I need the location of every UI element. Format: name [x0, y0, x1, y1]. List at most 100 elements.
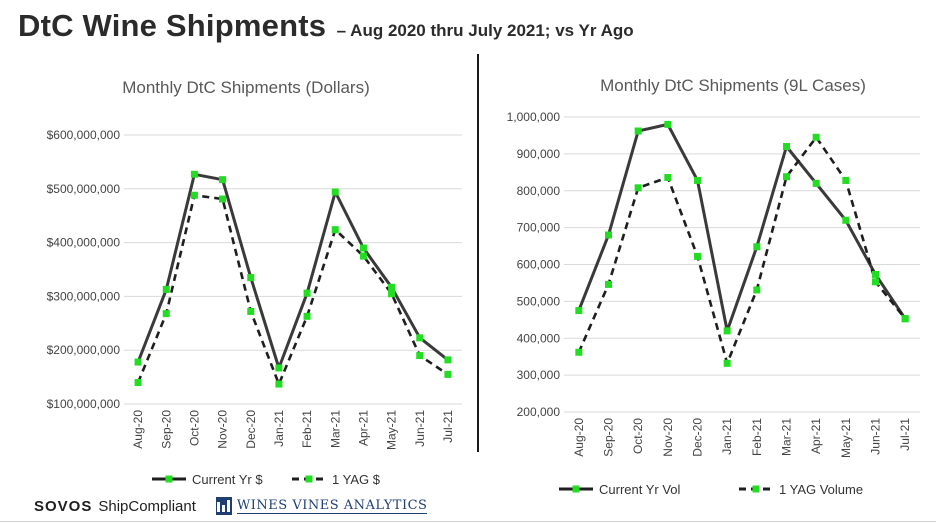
x-tick-label: Apr-21: [356, 410, 370, 446]
slide-subtitle: – Aug 2020 thru July 2021; vs Yr Ago: [336, 21, 634, 40]
data-point-current-year: [275, 364, 283, 372]
x-tick-label: Jul-21: [898, 418, 912, 451]
chart-dollars: Monthly DtC Shipments (Dollars) $100,000,…: [47, 78, 462, 487]
data-point-current-year: [388, 283, 396, 291]
data-point-current-year: [190, 170, 198, 178]
data-point-prior-year: [162, 310, 170, 318]
data-point-prior-year: [694, 252, 701, 260]
slide-title: DtC Wine Shipments: [18, 8, 327, 43]
data-point-prior-year: [723, 359, 731, 367]
data-point-current-year: [359, 244, 367, 252]
y-tick-label: 900,000: [517, 147, 561, 161]
data-point-prior-year: [664, 173, 672, 181]
data-point-prior-year: [331, 226, 339, 234]
x-tick-label: Jul-21: [441, 410, 455, 443]
y-tick-label: 700,000: [517, 221, 561, 235]
data-point-prior-year: [634, 184, 642, 192]
x-tick-label: May-21: [839, 418, 853, 458]
x-tick-label: Feb-21: [300, 410, 314, 448]
data-point-prior-year: [359, 252, 367, 260]
x-tick-label: Jun-21: [413, 410, 427, 447]
x-tick-label: Oct-20: [187, 410, 201, 446]
data-point-prior-year: [388, 290, 396, 298]
x-tick-label: Apr-21: [809, 418, 823, 454]
series-line-prior-year: [577, 136, 907, 365]
x-tick-label: Mar-21: [328, 410, 342, 448]
chart-title: Monthly DtC Shipments (9L Cases): [600, 76, 866, 95]
data-point-current-year: [331, 188, 339, 196]
y-tick-label: 1,000,000: [507, 110, 561, 124]
x-tick-label: Jan-21: [272, 410, 286, 447]
data-point-current-year: [753, 243, 761, 251]
y-tick-label: $600,000,000: [47, 128, 121, 142]
slide-header: DtC Wine Shipments – Aug 2020 thru July …: [18, 8, 634, 44]
x-tick-label: Feb-21: [750, 418, 764, 456]
data-point-prior-year: [605, 280, 612, 288]
x-tick-label: May-21: [385, 410, 399, 450]
data-point-prior-year: [247, 307, 255, 315]
y-tick-label: $100,000,000: [47, 397, 121, 411]
data-point-prior-year: [416, 352, 424, 360]
sovos-logo: SOVOS: [34, 497, 93, 515]
legend-label: 1 YAG $: [332, 472, 381, 487]
data-point-current-year: [219, 176, 227, 184]
data-point-current-year: [723, 327, 731, 335]
legend-marker: [752, 485, 760, 493]
shipcompliant-logo: ShipCompliant: [98, 497, 196, 515]
footer-rule: [0, 521, 936, 522]
x-tick-label: Sep-20: [159, 410, 173, 449]
data-point-prior-year: [812, 133, 820, 141]
data-point-current-year: [783, 143, 790, 150]
x-tick-label: Jan-21: [720, 418, 734, 455]
data-point-current-year: [247, 274, 255, 282]
y-tick-label: $200,000,000: [47, 343, 121, 357]
data-point-prior-year: [190, 191, 198, 199]
data-point-current-year: [444, 356, 452, 364]
data-point-current-year: [664, 120, 672, 128]
y-tick-label: 600,000: [517, 258, 561, 272]
legend-label: Current Yr Vol: [599, 482, 681, 497]
data-point-prior-year: [303, 312, 311, 320]
x-tick-label: Nov-20: [216, 410, 230, 449]
data-point-current-year: [812, 179, 820, 187]
legend-marker: [572, 485, 580, 493]
data-point-prior-year: [842, 176, 850, 184]
data-point-prior-year: [134, 378, 142, 386]
chart-title: Monthly DtC Shipments (Dollars): [122, 78, 370, 97]
legend-label: Current Yr $: [192, 472, 263, 487]
data-point-prior-year: [872, 278, 879, 286]
x-tick-label: Mar-21: [780, 418, 794, 456]
x-tick-label: Dec-20: [244, 410, 258, 449]
data-point-current-year: [634, 127, 642, 135]
data-point-prior-year: [901, 315, 909, 323]
legend-marker: [305, 475, 313, 483]
data-point-prior-year: [783, 173, 790, 181]
wines-vines-analytics-logo: WINES VINES ANALYTICS: [236, 498, 428, 514]
x-tick-label: Jun-21: [869, 418, 883, 455]
x-tick-label: Sep-20: [602, 418, 616, 457]
data-point-current-year: [162, 285, 170, 293]
data-point-current-year: [872, 270, 879, 278]
y-tick-label: $300,000,000: [47, 289, 121, 303]
footer-logos: SOVOS ShipCompliant WINES VINES ANALYTIC…: [34, 494, 428, 518]
data-point-current-year: [416, 334, 424, 342]
x-tick-label: Nov-20: [661, 418, 675, 457]
y-tick-label: 400,000: [517, 331, 561, 345]
data-point-current-year: [842, 216, 850, 224]
wines-vines-logo-icon: [215, 497, 232, 515]
data-point-current-year: [575, 307, 583, 315]
x-tick-label: Aug-20: [131, 410, 145, 449]
data-point-current-year: [303, 289, 311, 297]
y-tick-label: $400,000,000: [47, 236, 121, 250]
y-tick-label: 500,000: [517, 294, 561, 308]
y-tick-label: 800,000: [517, 184, 561, 198]
data-point-current-year: [605, 231, 612, 239]
data-point-prior-year: [219, 195, 227, 203]
y-tick-label: 200,000: [517, 405, 561, 419]
data-point-current-year: [694, 176, 701, 184]
data-point-prior-year: [275, 380, 283, 388]
chart-divider: [477, 54, 479, 452]
data-point-current-year: [134, 358, 142, 366]
x-tick-label: Oct-20: [631, 418, 645, 454]
y-tick-label: 300,000: [517, 368, 561, 382]
